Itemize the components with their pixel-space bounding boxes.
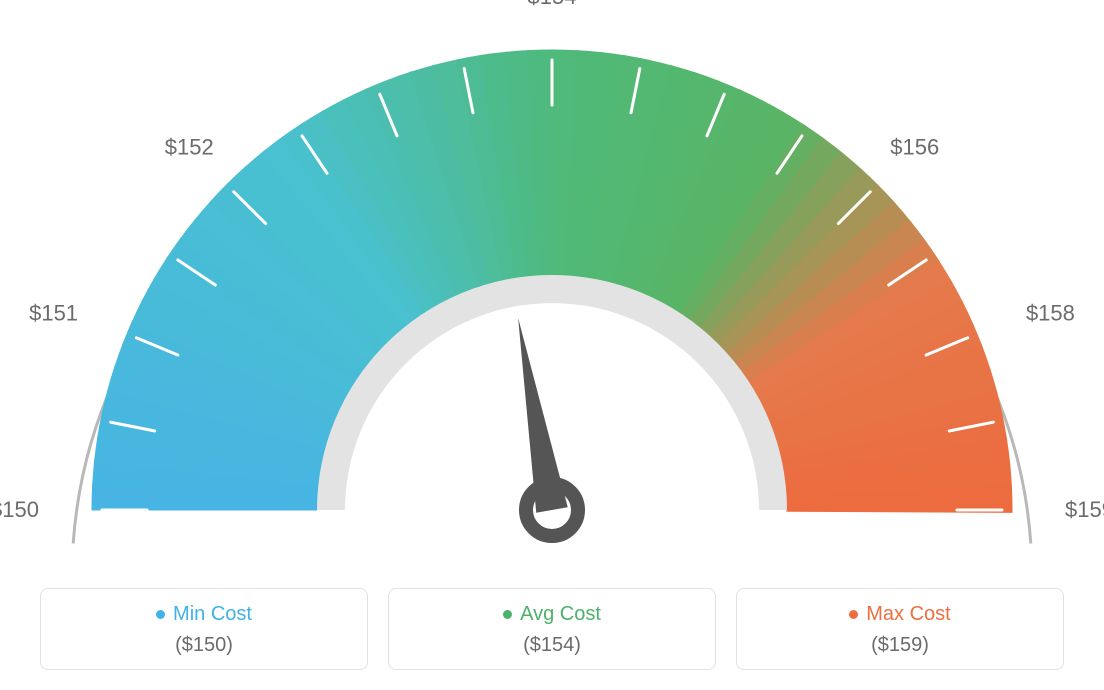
svg-text:$159: $159	[1065, 497, 1104, 522]
svg-text:$158: $158	[1026, 301, 1075, 326]
svg-text:$156: $156	[890, 134, 939, 159]
legend-title-avg-text: Avg Cost	[520, 603, 601, 625]
legend-dot-avg	[503, 610, 512, 619]
svg-text:$152: $152	[165, 134, 214, 159]
legend-title-min-text: Min Cost	[173, 603, 252, 625]
legend-title-max-text: Max Cost	[866, 603, 950, 625]
legend-value-min: ($150)	[41, 634, 367, 657]
legend-value-avg: ($154)	[389, 634, 715, 657]
legend-dot-max	[849, 610, 858, 619]
legend-title-avg: Avg Cost	[389, 603, 715, 626]
legend-row: Min Cost ($150) Avg Cost ($154) Max Cost…	[40, 588, 1064, 670]
gauge-svg: $150 $151 $152 $154 $156 $158 $159	[0, 0, 1104, 560]
legend-card-min: Min Cost ($150)	[40, 588, 368, 670]
svg-text:$151: $151	[29, 301, 78, 326]
legend-card-max: Max Cost ($159)	[736, 588, 1064, 670]
legend-dot-min	[156, 610, 165, 619]
legend-title-min: Min Cost	[41, 603, 367, 626]
legend-card-avg: Avg Cost ($154)	[388, 588, 716, 670]
legend-title-max: Max Cost	[737, 603, 1063, 626]
svg-text:$154: $154	[528, 0, 577, 9]
legend-value-max: ($159)	[737, 634, 1063, 657]
svg-text:$150: $150	[0, 497, 39, 522]
gauge-chart: $150 $151 $152 $154 $156 $158 $159	[0, 0, 1104, 560]
